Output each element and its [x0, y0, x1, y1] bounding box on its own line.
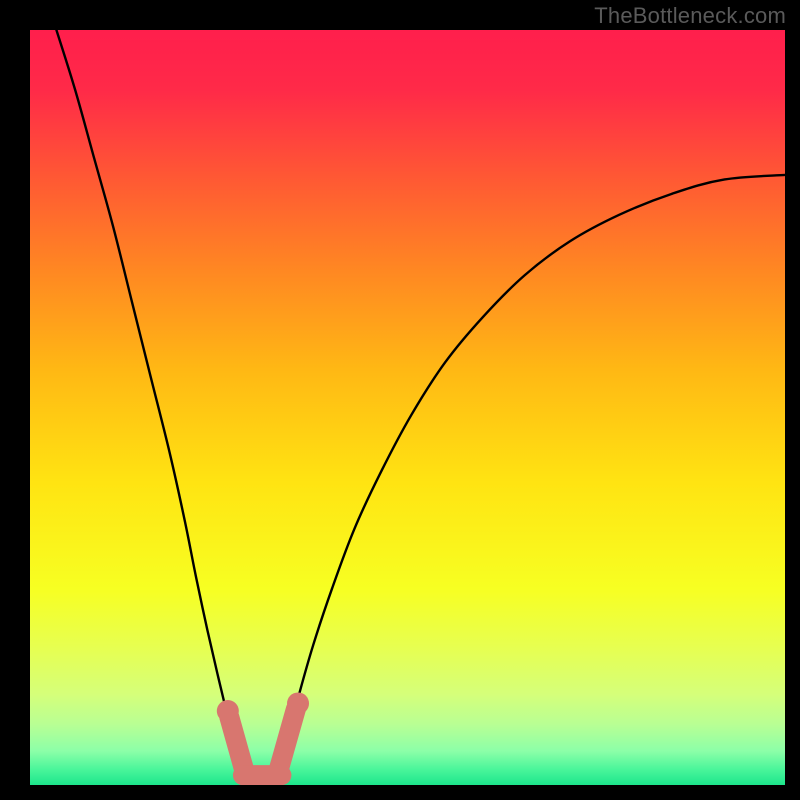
marker-u-right	[278, 710, 296, 774]
plot-area	[30, 30, 785, 785]
marker-u-left	[229, 717, 245, 774]
marker-u-dot-left	[217, 700, 239, 722]
watermark-text: TheBottleneck.com	[594, 3, 786, 29]
marker-u-dot-right	[287, 692, 309, 714]
curve-left-branch	[56, 30, 241, 770]
curve-right-branch	[279, 175, 785, 770]
curve-layer	[30, 30, 785, 785]
